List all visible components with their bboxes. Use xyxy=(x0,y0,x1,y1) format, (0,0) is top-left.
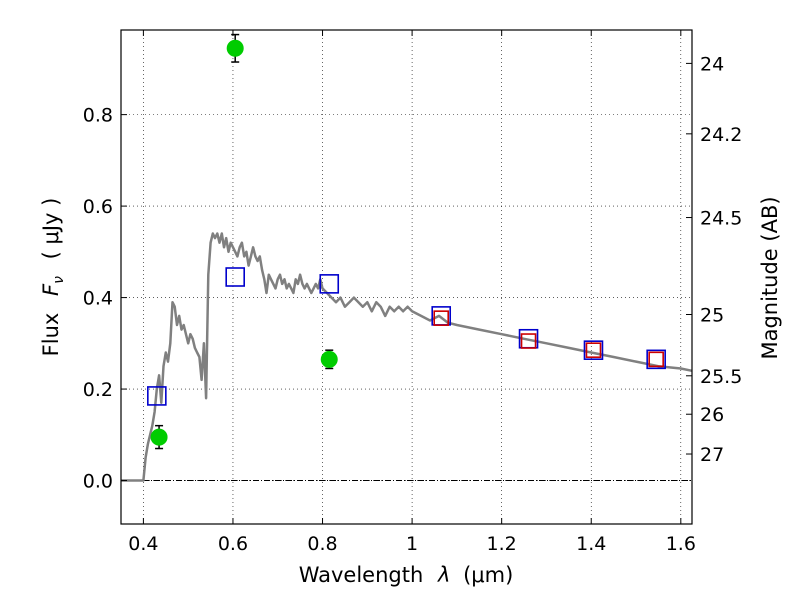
y2-tick-label: 24.2 xyxy=(700,124,742,146)
model-photometry-point xyxy=(520,333,537,349)
y-axis-ticks: 0.0 0.2 0.4 0.6 0.8 xyxy=(83,105,127,493)
y2-tick-label: 27 xyxy=(700,444,724,466)
synthetic-photometry-point xyxy=(646,349,666,370)
model-photometry-point xyxy=(433,310,450,326)
y2-tick-label: 24.5 xyxy=(700,208,742,230)
y-tick-label: 0.6 xyxy=(83,196,113,218)
x-tick-label: 0.4 xyxy=(128,533,158,555)
observed-flux-point xyxy=(226,39,244,57)
data-layer xyxy=(121,33,693,482)
x-tick-label: 0.8 xyxy=(307,533,337,555)
synthetic-photometry-point xyxy=(319,274,340,294)
synthetic-photometry-point xyxy=(147,386,167,406)
observed-flux-point xyxy=(150,428,168,446)
y2-tick-label: 25 xyxy=(700,305,724,327)
y2-tick-label: 25.5 xyxy=(700,366,742,388)
y2-tick-label: 24 xyxy=(700,53,724,75)
plot-frame xyxy=(120,29,693,525)
model-spectrum-line xyxy=(121,232,693,482)
y-tick-label: 0.8 xyxy=(83,105,113,127)
y2-tick-label: 26 xyxy=(700,404,724,426)
y-tick-label: 0.2 xyxy=(83,379,113,401)
model-photometry-point xyxy=(585,342,602,358)
x-tick-label: 1.4 xyxy=(576,533,606,555)
synthetic-photometry-point xyxy=(225,267,245,287)
y-axis-label: Flux Fν ( μJy ) xyxy=(39,198,68,357)
x-tick-label: 1 xyxy=(406,533,418,555)
x-tick-label: 0.6 xyxy=(218,533,248,555)
x-axis-ticks: 0.4 0.6 0.8 1 1.2 1.4 1.6 xyxy=(128,30,696,555)
y2-axis-label: Magnitude (AB) xyxy=(758,196,782,359)
grid xyxy=(121,30,692,524)
x-tick-label: 1.6 xyxy=(666,533,696,555)
y-tick-label: 0.0 xyxy=(83,471,113,493)
model-photometry-point xyxy=(648,351,664,368)
observed-flux-point xyxy=(320,350,338,368)
synthetic-photometry-point xyxy=(583,340,604,360)
y-tick-label: 0.4 xyxy=(83,288,113,310)
x-tick-label: 1.2 xyxy=(487,533,517,555)
x-axis-label: Wavelength λ (μm) xyxy=(299,563,514,587)
y2-axis-ticks: 24 24.2 24.5 25 25.5 26 27 xyxy=(686,53,742,466)
